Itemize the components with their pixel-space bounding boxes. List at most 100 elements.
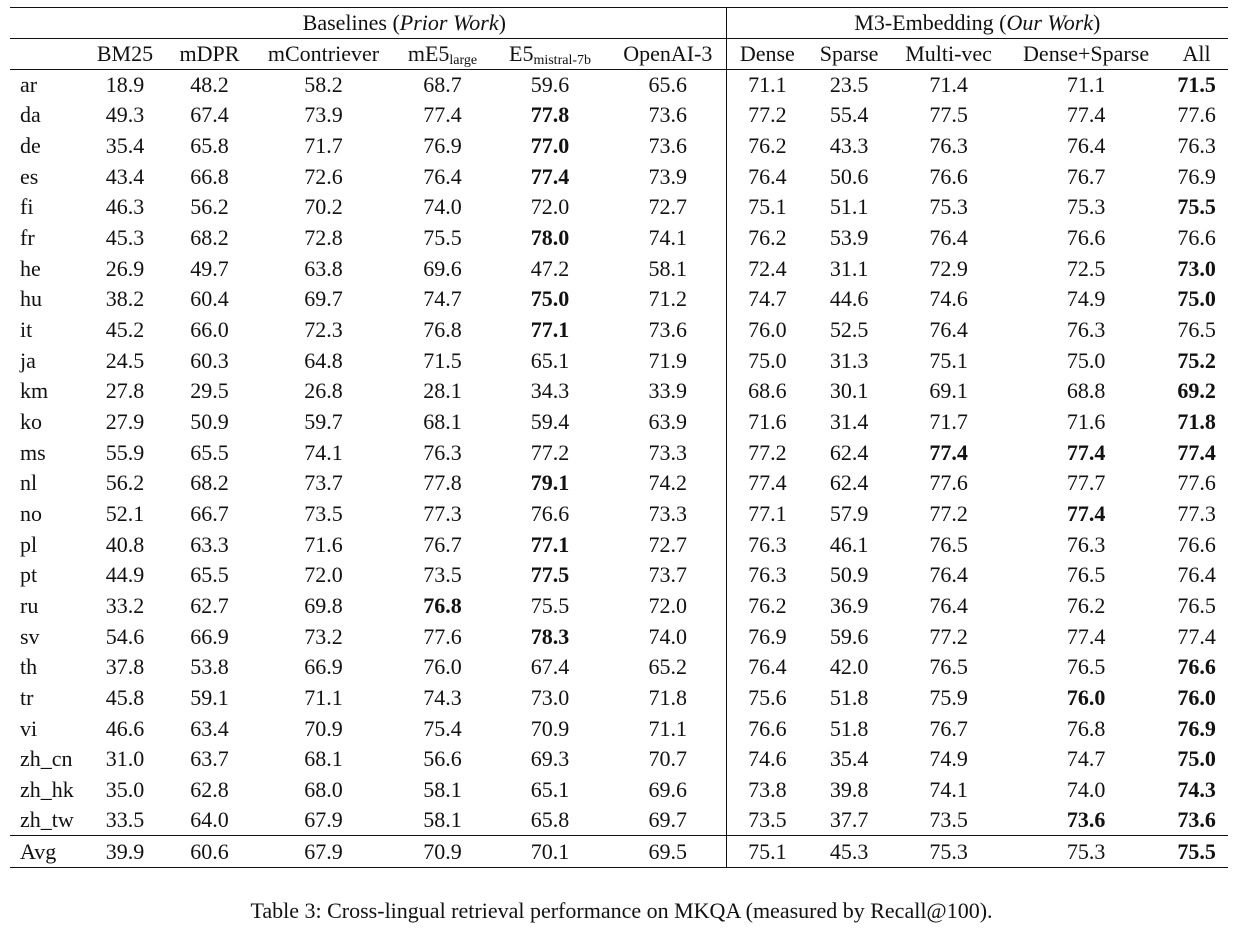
- group-header: M3-Embedding (Our Work): [725, 7, 1229, 39]
- score-cell: 51.8: [829, 684, 869, 710]
- score-cell: 77.4: [929, 439, 968, 465]
- group-header-part: M3-Embedding (: [854, 10, 1007, 35]
- score-cell: 72.8: [304, 225, 343, 251]
- score-cell: 69.1: [929, 378, 968, 404]
- score-cell: 71.1: [725, 69, 809, 101]
- score-cell: 76.7: [423, 531, 462, 557]
- score-cell: 66.9: [190, 623, 229, 649]
- score-cell: 70.2: [304, 194, 343, 220]
- score-cell: 71.7: [304, 133, 343, 159]
- score-cell: 76.0: [423, 654, 462, 680]
- score-cell: 63.4: [190, 715, 229, 741]
- score-cell: 75.0: [1177, 286, 1216, 312]
- column-header: Sparse: [808, 39, 890, 70]
- score-cell: 70.7: [648, 746, 688, 772]
- score-cell: 49.7: [190, 255, 229, 281]
- score-cell: 27.9: [105, 409, 145, 435]
- score-cell: 72.7: [648, 531, 688, 557]
- score-cell: 77.7: [1066, 470, 1106, 496]
- column-header: E5mistral-7b: [490, 39, 610, 70]
- score-cell: 76.6: [1066, 225, 1106, 251]
- score-cell: 28.1: [423, 378, 462, 404]
- score-cell: 75.5: [423, 225, 462, 251]
- score-cell: 27.8: [105, 378, 145, 404]
- score-cell: 71.1: [304, 684, 343, 710]
- language-label: fr: [20, 225, 35, 251]
- score-cell: 77.2: [530, 439, 570, 465]
- score-cell: 73.8: [725, 774, 809, 806]
- table-row: ms 55.9 65.5 74.1 76.3 77.2 73.3 77.2 62.4 77.4 77…: [10, 437, 1228, 469]
- score-cell: 67.9: [304, 807, 343, 833]
- score-cell: 74.7: [423, 286, 462, 312]
- language-label: fi: [20, 194, 34, 220]
- score-cell: 76.8: [423, 317, 462, 343]
- score-cell: 77.0: [530, 133, 570, 159]
- score-cell: 77.6: [1177, 102, 1216, 128]
- score-cell: 76.3: [725, 560, 809, 591]
- score-cell: 75.3: [1066, 838, 1106, 864]
- score-cell: 51.1: [829, 194, 869, 220]
- score-cell: 77.4: [530, 163, 570, 189]
- score-cell: 77.4: [1066, 623, 1106, 649]
- score-cell: 33.5: [105, 807, 145, 833]
- score-cell: 43.4: [105, 163, 145, 189]
- score-cell: 44.9: [105, 562, 145, 588]
- score-cell: 74.9: [929, 746, 968, 772]
- language-label: da: [20, 102, 41, 128]
- score-cell: 50.9: [190, 409, 229, 435]
- language-label: es: [20, 163, 39, 189]
- score-cell: 56.2: [105, 470, 145, 496]
- score-cell: 75.5: [1177, 838, 1216, 864]
- score-cell: 76.3: [1177, 133, 1216, 159]
- score-cell: 59.6: [530, 72, 570, 98]
- score-cell: 74.3: [1177, 776, 1216, 802]
- score-cell: 39.9: [105, 838, 145, 864]
- table-row: pt 44.9 65.5 72.0 73.5 77.5 73.7 76.3 50.9 76.4 76…: [10, 560, 1228, 591]
- score-cell: 72.0: [304, 562, 343, 588]
- score-cell: 60.6: [190, 838, 229, 864]
- table-row: pl 40.8 63.3 71.6 76.7 77.1 72.7 76.3 46.1 76.5 76…: [10, 529, 1228, 560]
- column-name: E5: [509, 41, 534, 66]
- score-cell: 65.2: [648, 654, 688, 680]
- score-cell: 73.6: [1177, 807, 1216, 833]
- language-label: sv: [20, 623, 40, 649]
- score-cell: 74.0: [423, 194, 462, 220]
- score-cell: 76.6: [929, 163, 968, 189]
- column-header: Dense+Sparse: [1007, 39, 1165, 70]
- score-cell: 74.6: [725, 743, 809, 775]
- group-header-row: Baselines (Prior Work) M3-Embedding (Our …: [10, 7, 1229, 39]
- score-cell: 73.0: [1177, 255, 1216, 281]
- score-cell: 76.3: [929, 133, 968, 159]
- language-label: ko: [20, 409, 42, 435]
- score-cell: 69.2: [1177, 378, 1216, 404]
- score-cell: 73.5: [423, 562, 462, 588]
- score-cell: 77.4: [1066, 501, 1106, 527]
- score-cell: 76.6: [1177, 654, 1216, 680]
- score-cell: 37.7: [829, 807, 869, 833]
- score-cell: 69.6: [648, 776, 688, 802]
- score-cell: 68.6: [725, 376, 809, 407]
- score-cell: 75.2: [1177, 347, 1216, 373]
- score-cell: 76.0: [725, 314, 809, 346]
- language-label: de: [20, 133, 41, 159]
- score-cell: 75.5: [530, 592, 570, 618]
- table-row: fr 45.3 68.2 72.8 75.5 78.0 74.1 76.2 53.9 76.4 76…: [10, 222, 1228, 254]
- score-cell: 75.3: [1066, 194, 1106, 220]
- score-cell: 76.4: [929, 225, 968, 251]
- score-cell: 66.9: [304, 654, 343, 680]
- score-cell: 76.6: [1177, 225, 1216, 251]
- table-row: he 26.9 49.7 63.8 69.6 47.2 58.1 72.4 31.1 72.9 72…: [10, 253, 1228, 285]
- score-cell: 26.9: [105, 255, 145, 281]
- score-cell: 74.0: [648, 623, 688, 649]
- score-cell: 65.8: [530, 807, 570, 833]
- score-cell: 70.9: [304, 715, 343, 741]
- score-cell: 72.0: [530, 194, 570, 220]
- score-cell: 45.3: [105, 225, 145, 251]
- score-cell: 74.7: [725, 284, 809, 315]
- score-cell: 46.3: [105, 194, 145, 220]
- column-header: All: [1165, 39, 1228, 70]
- score-cell: 71.5: [423, 347, 462, 373]
- score-cell: 65.1: [530, 776, 570, 802]
- score-cell: 73.7: [304, 470, 343, 496]
- column-name: mContriever: [267, 41, 380, 66]
